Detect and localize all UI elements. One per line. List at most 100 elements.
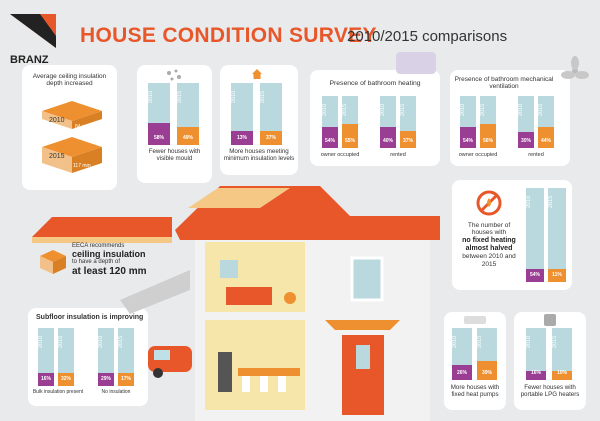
subfloor-bulk-pct-2010: 16%: [40, 376, 51, 382]
fixed-heating-bar-2010: 2010 54%: [526, 188, 544, 282]
towel-rail-icon: [396, 52, 436, 74]
mould-fill-2010: [148, 123, 170, 145]
insulation-bar-2010: 2010 13%: [231, 83, 253, 145]
bath-heat-owner-year-2015: 2015: [342, 103, 348, 117]
insulation-year-2015: 2015: [260, 90, 266, 104]
bath-heat-rented-label: rented: [390, 152, 406, 158]
bath-vent-owner-year-2015: 2015: [480, 103, 486, 117]
mould-pct-2010: 58%: [153, 135, 164, 141]
bath-heat-owner-2010: 2010 54%: [322, 96, 338, 148]
ceiling-value-2015: 117 mm: [73, 163, 91, 169]
bath-heat-rented-pct-2010: 40%: [382, 138, 393, 144]
lpg-heater-icon: [544, 314, 556, 326]
subfloor-none-2010: 2010 29%: [98, 328, 114, 386]
subfloor-bulk-fill-2015: [58, 373, 74, 386]
bath-vent-owner-label: owner occupied: [458, 152, 498, 158]
page-subtitle: 2010/2015 comparisons: [347, 28, 508, 45]
mould-bar-2015: 2015 49%: [177, 83, 199, 145]
lpg-bar-2015: 2015 10%: [552, 328, 572, 380]
eeca-line1: EECA recommends: [72, 243, 125, 249]
subfloor-none-fill-2015: [118, 373, 134, 386]
bath-vent-rented-2015: 2015 44%: [538, 96, 554, 148]
insulation-layers-icon: [42, 101, 102, 173]
lpg-fill-2010: [526, 370, 546, 380]
heat-pumps-year-2010: 2010: [452, 335, 458, 349]
fixed-heating-year-2015: 2015: [548, 195, 554, 209]
brand-name: BRANZ: [10, 54, 49, 66]
fixed-heating-year-2010: 2010: [526, 195, 532, 209]
bath-heat-rented-fill-2010: [380, 127, 396, 148]
bath-heat-rented-2010: 2010 40%: [380, 96, 396, 148]
insulation-fill-2010: [231, 131, 253, 145]
bath-vent-owner-pct-2010: 54%: [462, 138, 473, 144]
eeca-text: EECA recommends ceiling insulation to ha…: [72, 243, 182, 277]
insulation-levels-card: 2010 13% 2015 37% More houses meeting mi…: [220, 65, 298, 175]
subfloor-title: Subfloor insulation is improving: [36, 314, 144, 321]
brand-logo: BRANZ: [10, 14, 56, 66]
fixed-heating-l6: 2015: [481, 260, 497, 268]
heat-pumps-pct-2015: 39%: [481, 370, 492, 376]
ceiling-value-2010: 84 mm: [75, 124, 91, 130]
bath-heat-owner-pct-2010: 54%: [324, 138, 335, 144]
insulation-label: More houses meeting minimum insulation l…: [223, 148, 295, 163]
subfloor-none-pct-2015: 17%: [120, 376, 131, 382]
insulation-pct-2015: 37%: [265, 135, 276, 141]
mould-year-2010: 2010: [148, 90, 154, 104]
eeca-line3: to have a depth of: [72, 259, 121, 266]
heat-pumps-fill-2015: [477, 361, 497, 380]
fixed-heating-pct-2015: 11%: [552, 272, 562, 278]
lpg-pct-2015: 10%: [556, 370, 567, 376]
subfloor-bulk-pct-2015: 32%: [60, 376, 71, 382]
heat-pump-icon: [464, 316, 486, 324]
mould-year-2015: 2015: [177, 90, 183, 104]
insulation-year-2010: 2010: [231, 90, 237, 104]
fan-icon: [561, 56, 589, 79]
bath-heat-owner-2015: 2015 55%: [342, 96, 358, 148]
bath-heat-owner-label: owner occupied: [320, 152, 360, 158]
house-illustration: [120, 186, 440, 421]
fixed-heating-l5: between 2010 and: [462, 253, 516, 261]
lpg-year-2010: 2010: [526, 335, 532, 349]
mould-label: Fewer houses with visible mould: [148, 148, 201, 163]
heat-pumps-card: 2010 26% 2015 39% More houses with fixed…: [444, 312, 506, 410]
bath-vent-rented-2010: 2010 30%: [518, 96, 534, 148]
subfloor-bulk-2015: 2015 32%: [58, 328, 74, 386]
mould-bar-2010: 2010 58%: [148, 83, 170, 145]
bath-heat-rented-year-2010: 2010: [380, 103, 386, 117]
bath-heat-rented-2015: 2015 37%: [400, 96, 416, 148]
lpg-year-2015: 2015: [552, 335, 558, 349]
ceiling-year-2015: 2015: [49, 153, 65, 160]
bath-heat-owner-fill-2010: [322, 127, 338, 148]
bath-heat-rented-fill-2015: [400, 130, 416, 148]
mould-spores-icon: [167, 69, 181, 81]
bath-heat-owner-year-2010: 2010: [322, 103, 328, 117]
bath-vent-title: Presence of bathroom mechanical ventilat…: [454, 76, 554, 91]
bath-heating-title: Presence of bathroom heating: [329, 80, 421, 87]
bath-vent-rented-pct-2015: 44%: [540, 138, 551, 144]
brand-logo-icon: [10, 14, 56, 48]
bath-heat-rented-year-2015: 2015: [400, 103, 406, 117]
subfloor-card: Subfloor insulation is improving 2010 16…: [28, 308, 148, 406]
subfloor-bulk-label: Bulk insulation present: [32, 389, 84, 395]
fixed-heating-l4: almost halved: [465, 244, 513, 252]
bath-heat-owner-fill-2015: [342, 124, 358, 148]
lpg-pct-2010: 16%: [530, 370, 541, 376]
lpg-bar-2010: 2010 16%: [526, 328, 546, 380]
eeca-line2: ceiling insulation: [72, 248, 146, 259]
bath-vent-rented-fill-2010: [518, 132, 534, 148]
ceiling-year-2010: 2010: [49, 117, 65, 124]
fixed-heating-fill-2015: [548, 268, 566, 282]
heat-pumps-bar-2010: 2010 26%: [452, 328, 472, 380]
mould-card: 2010 58% 2015 49% Fewer houses with visi…: [137, 65, 212, 183]
subfloor-none-2015: 2015 17%: [118, 328, 134, 386]
mould-fill-2015: [177, 126, 199, 145]
ceiling-depth-card: Average ceiling insulation depth increas…: [22, 65, 117, 190]
bath-vent-rented-year-2015: 2015: [538, 103, 544, 117]
bath-heat-rented-pct-2015: 37%: [402, 138, 413, 144]
subfloor-bulk-2010: 2010 16%: [38, 328, 54, 386]
heat-pumps-label: More houses with fixed heat pumps: [450, 384, 500, 399]
subfloor-none-pct-2010: 29%: [100, 376, 111, 382]
bath-vent-owner-fill-2010: [460, 127, 476, 148]
bath-vent-rented-year-2010: 2010: [518, 103, 524, 117]
insulation-block-icon: [40, 250, 66, 274]
